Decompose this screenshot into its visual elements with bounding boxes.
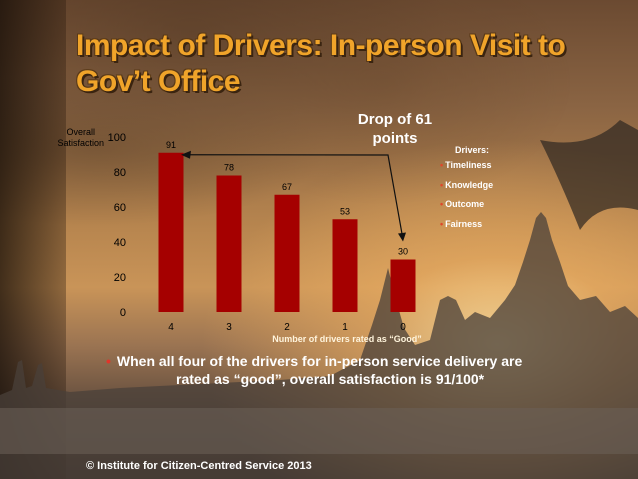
bars (158, 152, 416, 312)
bullet-dot-icon: • (440, 179, 444, 190)
drop-annotation-line2: points (372, 130, 418, 147)
bullet-dot-icon: • (440, 160, 444, 170)
bar (390, 259, 416, 312)
legend-item-label: Timeliness (445, 160, 492, 170)
bar (158, 152, 184, 312)
data-label: 30 (398, 247, 408, 257)
legend-item: • Timeliness (440, 160, 493, 180)
bullet-dot-icon: • (440, 199, 444, 210)
drop-arrow-line (184, 154, 404, 240)
y-tick-label: 20 (114, 272, 126, 284)
x-tick-label: 1 (342, 322, 348, 333)
y-axis-title-line2: Satisfaction (57, 138, 104, 148)
drop-annotation-line1: Drop of 61 (357, 111, 433, 128)
x-tick-label: 4 (168, 322, 174, 333)
y-tick-label: 40 (114, 237, 126, 249)
y-tick-label: 0 (120, 307, 126, 319)
x-axis-title: Number of drivers rated as “Good” (272, 334, 422, 344)
summary-bullet-line1-text: When all four of the drivers for in-pers… (116, 353, 523, 369)
legend-title: Drivers: (455, 145, 490, 155)
slide-title: Impact of Drivers: In-person Visit to Go… (76, 29, 566, 98)
data-label: 91 (166, 140, 176, 150)
data-label: 53 (340, 206, 350, 216)
x-axis-categories: 4 3 2 1 0 (168, 322, 406, 333)
bullet-dot-icon: • (106, 353, 111, 369)
y-tick-label: 100 (108, 132, 126, 144)
bar (274, 194, 300, 312)
legend-list: • Timeliness • Knowledge • Outcome • Fairnes… (440, 160, 493, 238)
y-axis-title-line1: Overall (66, 127, 95, 137)
legend-item-label: Fairness (445, 218, 483, 229)
bar (216, 175, 242, 312)
summary-bullet-line1: • When all four of the drivers for in-per… (106, 352, 606, 370)
arrow-head-left-icon (181, 150, 191, 159)
arrow-head-down-icon (398, 232, 406, 242)
y-axis: 0 20 40 60 80 100 (108, 132, 126, 319)
x-tick-label: 3 (226, 322, 232, 333)
data-label: 78 (224, 163, 234, 173)
y-tick-label: 60 (114, 202, 126, 214)
legend-item-label: Outcome (445, 199, 485, 210)
legend-item: • Fairness (440, 219, 493, 239)
legend-item: • Knowledge (440, 180, 493, 200)
y-tick-label: 80 (114, 167, 126, 179)
x-tick-label: 2 (284, 322, 290, 333)
data-label: 67 (282, 182, 292, 192)
legend-item: • Outcome (440, 199, 493, 219)
summary-bullet-line2: rated as “good”, overall satisfaction is… (176, 371, 485, 387)
x-tick-label: 0 (400, 322, 406, 333)
drop-arrow (181, 150, 406, 242)
drop-annotation: Drop of 61 points (340, 110, 450, 148)
copyright-footer: © Institute for Citizen-Centred Service … (86, 460, 312, 472)
data-labels: 91 78 67 53 30 (166, 140, 408, 257)
summary-bullet: • When all four of the drivers for in-per… (106, 352, 606, 388)
bar (332, 219, 358, 312)
bullet-dot-icon: • (440, 218, 444, 229)
legend-item-label: Knowledge (445, 179, 494, 190)
